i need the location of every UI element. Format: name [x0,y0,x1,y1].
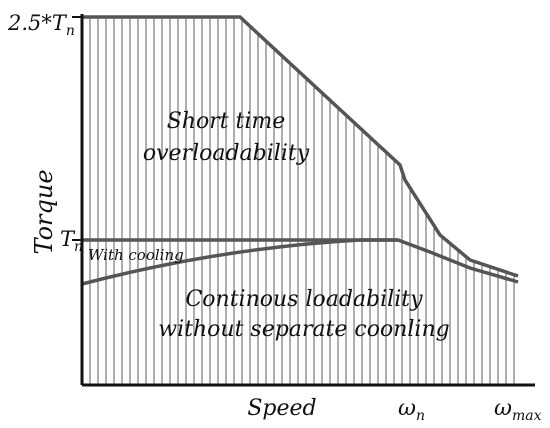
x-tick-omega-max: ωmax [494,396,542,424]
with-cooling-label: With cooling [88,246,184,264]
region-lower-line2: without separate coonling [158,317,449,342]
x-axis-label: Speed [247,396,316,421]
with-cooling-curve [82,238,519,284]
x-tick-omega-n: ωn [398,396,425,424]
y-axis-label: Torque [30,169,58,254]
overload-boundary-curve [82,15,519,278]
without-cooling-curve [81,238,398,286]
region-lower-line1: Continous loadability [185,287,423,312]
vertical-hatching [89,17,515,385]
y-tick-tn: Tn [60,227,83,255]
region-upper-line1: Short time [167,109,286,134]
y-tick-2-5tn: 2.5*Tn [7,11,75,39]
region-upper-line2: overloadability [143,141,310,166]
